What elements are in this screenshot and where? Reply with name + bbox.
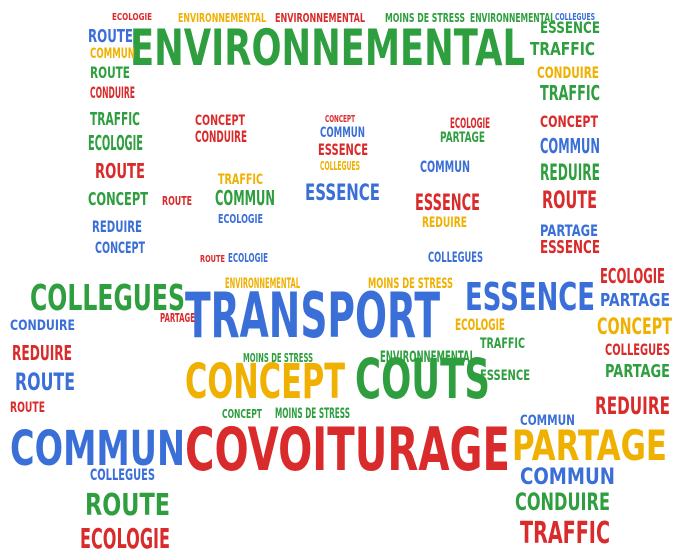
word: REDUIRE	[92, 217, 142, 236]
word: ECOLOGIE	[218, 212, 263, 226]
word: CONDUIRE	[90, 83, 135, 102]
word: ECOLOGIE	[80, 522, 170, 553]
word: ESSENCE	[415, 191, 480, 216]
word: COMMUN	[540, 134, 600, 158]
word: MOINS DE STRESS	[243, 351, 313, 365]
word: ROUTE	[542, 186, 597, 214]
word: ESSENCE	[318, 140, 368, 159]
word: ENVIRONNEMENTAL	[470, 11, 555, 25]
word: ESSENCE	[305, 181, 380, 206]
word: ENVIRONNEMENTAL	[178, 11, 266, 25]
word: COMMUN	[420, 157, 470, 176]
word: ECOLOGIE	[88, 131, 143, 155]
word: COLLEGUES	[605, 340, 670, 359]
word: ENVIRONNEMENTAL	[225, 276, 300, 292]
word: TRAFFIC	[90, 109, 140, 130]
word: PARTAGE	[600, 290, 670, 311]
word: ROUTE	[88, 26, 133, 47]
word: REDUIRE	[540, 161, 600, 186]
word: PARTAGE	[160, 311, 195, 325]
word: MOINS DE STRESS	[368, 276, 453, 292]
word: ESSENCE	[540, 237, 600, 258]
word: ECOLOGIE	[600, 264, 665, 288]
word: ENVIRONNEMENTAL	[380, 347, 475, 366]
word: COMMUN	[520, 465, 615, 490]
word: ESSENCE	[480, 368, 530, 384]
word: TRAFFIC	[480, 336, 525, 352]
word: REDUIRE	[422, 215, 467, 231]
word: PARTAGE	[540, 221, 598, 240]
word: ECOLOGIE	[228, 251, 268, 265]
word: COLLEGUES	[428, 250, 483, 266]
word: PARTAGE	[605, 361, 670, 382]
word: ROUTE	[90, 63, 130, 82]
word: CONDUIRE	[10, 318, 75, 334]
word: ROUTE	[95, 159, 145, 183]
word: ROUTE	[15, 368, 75, 396]
word-cloud: ENVIRONNEMENTALTRANSPORTCOVOITURAGECOMMU…	[0, 0, 675, 553]
word: COMMUN	[90, 46, 135, 62]
word: ESSENCE	[465, 275, 595, 319]
word: COLLEGUES	[555, 12, 595, 23]
word: MOINS DE STRESS	[275, 406, 350, 422]
word: ROUTE	[85, 488, 170, 523]
word: CONDUIRE	[515, 488, 610, 516]
word: CONCEPT	[95, 238, 145, 257]
word: ROUTE	[162, 194, 192, 208]
word: ENVIRONNEMENTAL	[130, 19, 525, 77]
word: TRAFFIC	[530, 39, 595, 60]
word: CONDUIRE	[195, 127, 247, 146]
word: CONCEPT	[597, 315, 672, 340]
word: COVOITURAGE	[185, 415, 510, 485]
word: COMMUN	[520, 413, 575, 429]
word: COLLEGUES	[90, 465, 155, 484]
word: TRAFFIC	[520, 516, 610, 551]
word: COMMUN	[215, 186, 275, 210]
word: CONCEPT	[88, 189, 148, 210]
word: ROUTE	[200, 254, 225, 265]
word: MOINS DE STRESS	[385, 11, 465, 25]
word: ROUTE	[10, 400, 45, 416]
word: ECOLOGIE	[455, 315, 505, 334]
word: CONDUIRE	[537, 63, 599, 82]
word: CONCEPT	[325, 114, 355, 125]
word: REDUIRE	[595, 392, 670, 420]
word: ECOLOGIE	[112, 12, 152, 23]
word: TRAFFIC	[540, 81, 600, 105]
word: CONCEPT	[540, 112, 598, 131]
word: REDUIRE	[12, 341, 72, 365]
word: COLLEGUES	[320, 159, 360, 173]
word: ENVIRONNEMENTAL	[275, 11, 365, 25]
word: COMMUN	[320, 125, 365, 141]
word: PARTAGE	[440, 130, 485, 146]
word: CONCEPT	[222, 407, 263, 421]
